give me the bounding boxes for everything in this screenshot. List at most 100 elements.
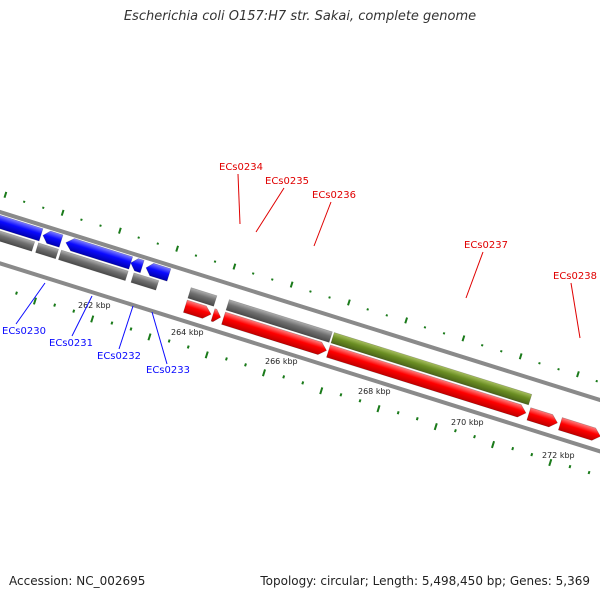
kbp-label-272: 272 kbp xyxy=(542,451,575,460)
cds-block xyxy=(225,299,333,343)
kbp-label-264: 264 kbp xyxy=(171,328,204,337)
outer-tick xyxy=(461,335,466,342)
inner-tick xyxy=(53,303,57,307)
gene-arrow-ecs0231 xyxy=(42,230,64,248)
outer-tick xyxy=(423,326,427,329)
outer-tick xyxy=(518,353,523,360)
outer-tick xyxy=(232,263,237,270)
outer-tick xyxy=(137,236,140,239)
gene-arrow-next xyxy=(557,417,600,441)
inner-tick xyxy=(15,291,18,295)
gene-arrow-ecs0233 xyxy=(130,258,145,274)
inner-tick xyxy=(244,363,247,367)
gene-arrow-ecs0230 xyxy=(0,210,44,242)
cds-block xyxy=(0,222,36,252)
kbp-label-268: 268 kbp xyxy=(358,387,391,396)
outer-tick xyxy=(3,191,8,198)
outer-tick xyxy=(576,371,580,378)
outer-tick xyxy=(385,314,389,317)
gene-arrow-ecs0232 xyxy=(65,238,134,270)
inner-tick xyxy=(204,351,209,359)
cds-block xyxy=(130,272,160,291)
gene-label-ecs0230: ECs0230 xyxy=(2,326,46,337)
outer-tick xyxy=(442,332,446,335)
accession-text: Accession: NC_002695 xyxy=(9,574,146,588)
gene-arrow-ecs0234 xyxy=(182,299,212,319)
inner-tick xyxy=(167,339,171,343)
inner-backbone-line xyxy=(0,250,600,459)
cds-block xyxy=(35,242,59,260)
gene-label-ecs0237: ECs0237 xyxy=(464,240,508,251)
inner-tick xyxy=(90,315,95,323)
outer-tick xyxy=(271,278,274,281)
gene-arrow-ecs0238 xyxy=(526,407,558,428)
inner-tick xyxy=(319,387,324,395)
outer-tick xyxy=(251,272,255,275)
genome-stats-text: Topology: circular; Length: 5,498,450 bp… xyxy=(260,574,590,588)
outer-tick xyxy=(118,227,122,234)
map-title: Escherichia coli O157:H7 str. Sakai, com… xyxy=(123,9,477,24)
gene-label-ecs0238: ECs0238 xyxy=(553,271,597,282)
leader-line-ecs0232 xyxy=(118,305,134,350)
inner-tick xyxy=(261,369,266,377)
outer-tick xyxy=(366,308,369,311)
gene-arrow-ecs0237 xyxy=(326,344,527,418)
inner-tick xyxy=(339,393,343,397)
gene-label-ecs0231: ECs0231 xyxy=(49,338,93,349)
inner-tick xyxy=(225,357,228,361)
outer-tick xyxy=(99,224,102,227)
outer-tick xyxy=(309,290,312,293)
inner-tick xyxy=(376,405,381,413)
inner-tick xyxy=(587,470,591,475)
outer-tick xyxy=(175,245,179,252)
feature-rows xyxy=(0,210,600,441)
leader-line-ecs0235 xyxy=(255,187,285,233)
genome-track-group xyxy=(0,191,600,475)
cds-block xyxy=(187,287,218,307)
outer-tick xyxy=(480,344,484,347)
kbp-label-266: 266 kbp xyxy=(265,357,298,366)
kbp-label-270: 270 kbp xyxy=(451,418,484,427)
outer-tick xyxy=(80,218,83,221)
inner-tick xyxy=(129,327,133,331)
inner-tick xyxy=(282,375,286,379)
kbp-label-262: 262 kbp xyxy=(78,301,111,310)
outer-tick xyxy=(500,350,503,353)
outer-tick xyxy=(595,379,598,383)
gene-arrow-ecs0236 xyxy=(221,311,327,355)
inner-tick xyxy=(415,417,419,421)
gene-arrow-ecs0235 xyxy=(210,308,221,323)
outer-tick xyxy=(289,281,294,288)
leader-line-ecs0233 xyxy=(151,311,168,365)
gene-arrow-ecs0233b xyxy=(145,262,172,282)
leader-line-ecs0236 xyxy=(313,201,332,247)
outer-tick xyxy=(538,361,541,365)
inner-tick xyxy=(454,428,457,433)
gene-label-ecs0235: ECs0235 xyxy=(265,176,309,187)
outer-tick xyxy=(42,206,45,209)
inner-tick xyxy=(301,381,305,385)
inner-tick xyxy=(358,399,362,403)
inner-tick xyxy=(147,333,152,341)
leader-line-ecs0230 xyxy=(15,282,46,325)
cds-block-highlight xyxy=(330,332,533,406)
inner-tick xyxy=(491,440,496,449)
outer-tick-row xyxy=(3,191,598,383)
gene-label-ecs0232: ECs0232 xyxy=(97,351,141,362)
inner-tick xyxy=(548,458,553,467)
inner-tick xyxy=(568,464,572,469)
outer-tick xyxy=(22,200,26,204)
outer-tick xyxy=(404,317,409,324)
inner-tick xyxy=(32,297,37,305)
inner-tick-row xyxy=(15,291,591,475)
leader-line-ecs0231 xyxy=(71,295,93,337)
inner-tick xyxy=(433,422,438,431)
inner-tick xyxy=(511,446,515,451)
outer-tick xyxy=(557,367,560,371)
gene-label-ecs0234: ECs0234 xyxy=(219,162,263,173)
outer-tick xyxy=(328,296,331,299)
outer-tick xyxy=(60,209,65,216)
inner-tick xyxy=(110,321,114,325)
gene-label-ecs0236: ECs0236 xyxy=(312,190,356,201)
